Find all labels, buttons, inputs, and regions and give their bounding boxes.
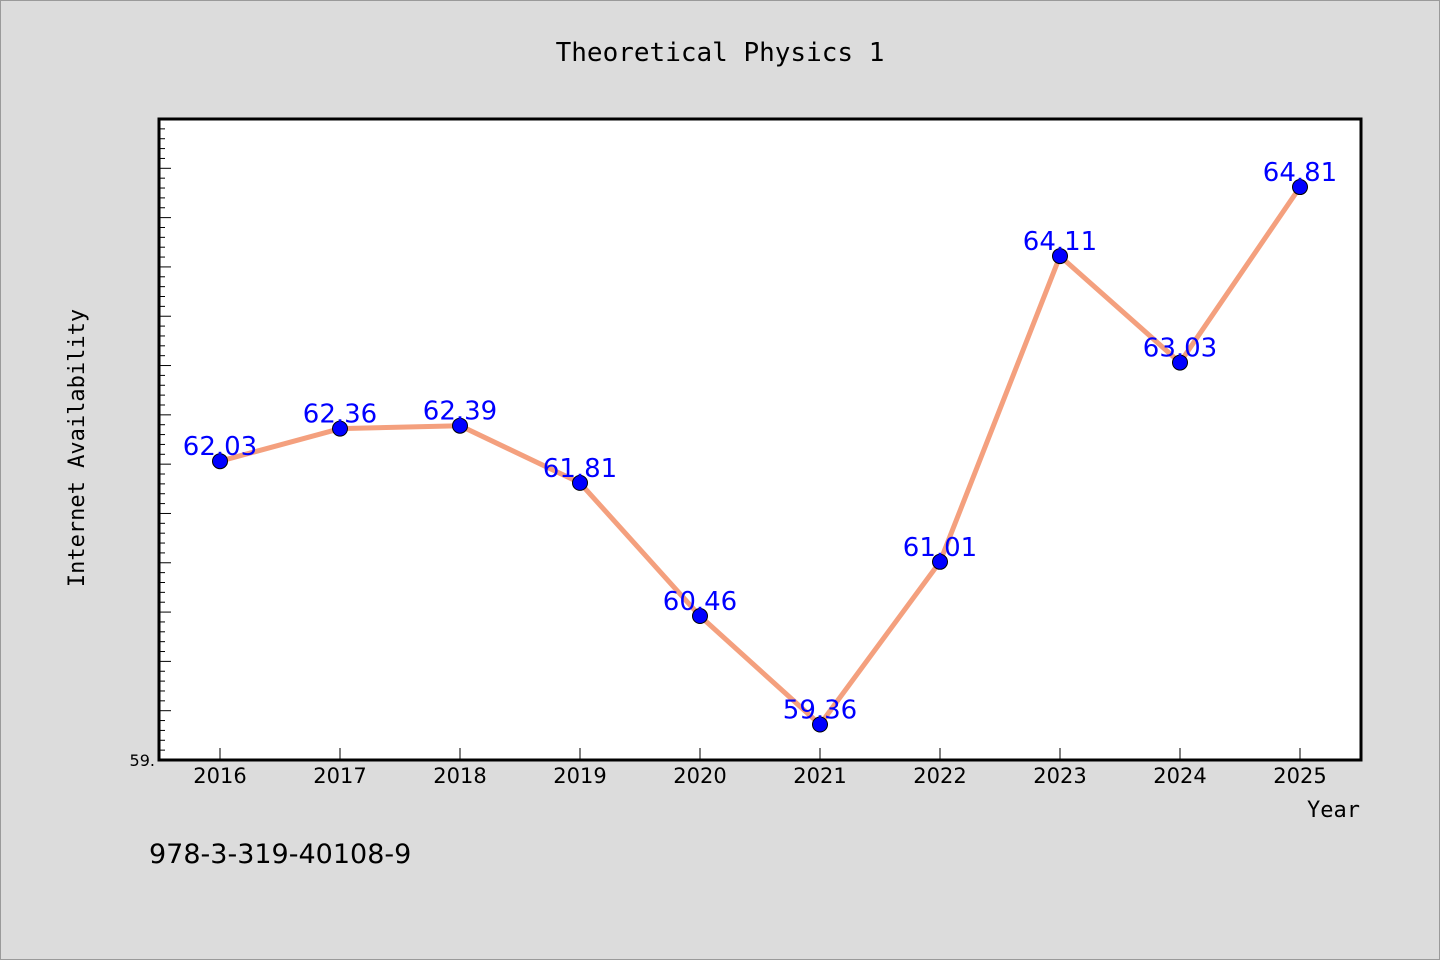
data-point <box>1172 354 1188 371</box>
data-label: 60.46 <box>663 587 737 617</box>
x-tick-label: 2017 <box>313 764 366 788</box>
data-label: 59.36 <box>783 695 857 725</box>
y-axis-tick-label: 59. <box>130 751 155 770</box>
x-tick-label: 2024 <box>1153 764 1206 788</box>
x-tick-label: 2025 <box>1273 764 1326 788</box>
data-label: 63.03 <box>1143 334 1217 364</box>
series-markers <box>212 179 1308 733</box>
data-point <box>452 417 468 434</box>
data-point <box>932 553 948 570</box>
x-tick-label: 2016 <box>193 764 246 788</box>
x-tick-label: 2018 <box>433 764 486 788</box>
series-line <box>217 184 1303 727</box>
data-point <box>692 608 708 625</box>
x-tick-label: 2020 <box>673 764 726 788</box>
data-point <box>572 474 588 491</box>
data-labels: 62.03 62.36 62.39 61.81 60.46 59.36 61.01 64.11… <box>183 158 1337 725</box>
chart-title: Theoretical Physics 1 <box>556 38 885 68</box>
data-label: 61.81 <box>543 454 617 484</box>
data-point <box>332 420 348 437</box>
data-label: 61.01 <box>903 533 977 563</box>
data-label: 62.36 <box>303 400 377 430</box>
y-axis-ticks <box>159 118 171 761</box>
x-axis-ticks <box>219 748 1301 760</box>
data-label: 62.03 <box>183 432 257 462</box>
plot-area <box>157 117 1363 762</box>
data-point <box>212 453 228 470</box>
x-tick-label: 2019 <box>553 764 606 788</box>
data-point <box>812 716 828 733</box>
x-tick-label: 2022 <box>913 764 966 788</box>
data-point <box>1292 179 1308 196</box>
isbn-text: 978-3-319-40108-9 <box>149 839 411 870</box>
x-tick-label: 2021 <box>793 764 846 788</box>
data-label: 64.81 <box>1263 158 1337 188</box>
x-axis-title: Year <box>1307 798 1360 823</box>
x-tick-label: 2023 <box>1033 764 1086 788</box>
y-axis-title: Internet Availability <box>65 309 90 587</box>
data-label: 64.11 <box>1023 227 1097 257</box>
data-label: 62.39 <box>423 397 497 427</box>
data-point <box>1052 248 1068 265</box>
x-axis-tick-labels: 2016 2017 2018 2019 2020 2021 2022 2023 2024 2025 <box>193 764 1326 788</box>
